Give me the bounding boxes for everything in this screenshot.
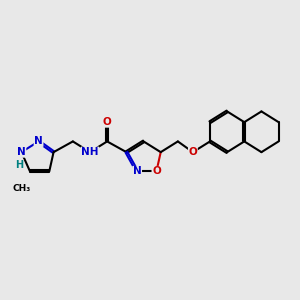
Text: O: O (188, 147, 197, 157)
Text: N: N (17, 147, 26, 157)
Text: N: N (133, 167, 142, 176)
Text: CH₃: CH₃ (12, 184, 31, 193)
Text: NH: NH (81, 147, 99, 157)
Text: O: O (152, 167, 161, 176)
Text: N: N (34, 136, 43, 146)
Text: O: O (103, 117, 112, 127)
Text: H: H (15, 160, 23, 170)
